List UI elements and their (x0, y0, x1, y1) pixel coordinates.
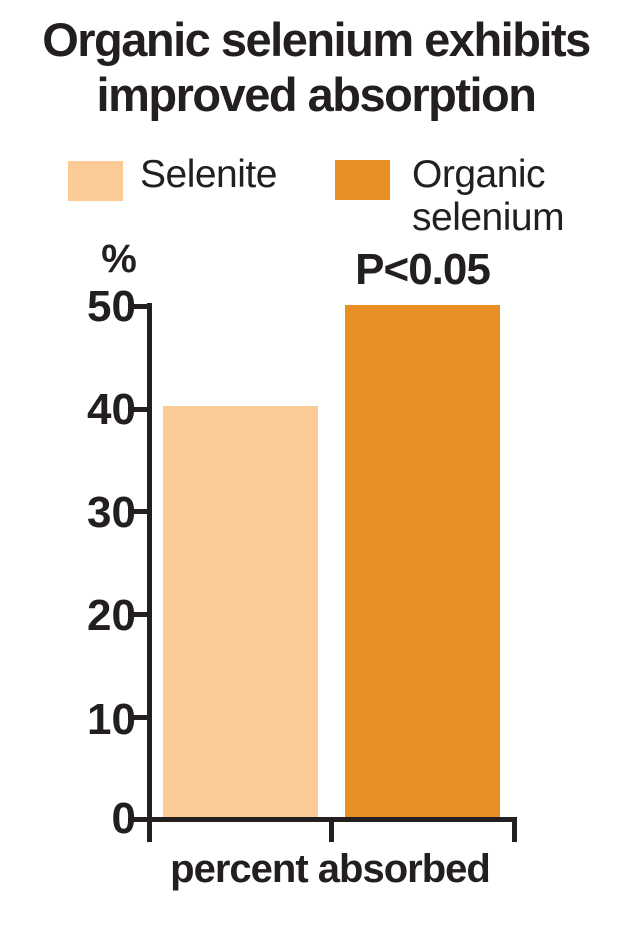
chart-title-line1: Organic selenium exhibits (42, 13, 591, 66)
legend-label-organic: Organic selenium (412, 153, 565, 239)
x-axis-baseline (128, 817, 517, 822)
bar-selenite (163, 406, 318, 819)
y-tick-mark-10 (128, 715, 152, 720)
y-tick-label-20: 20 (87, 591, 136, 640)
x-axis-label: percent absorbed (170, 847, 491, 891)
y-tick-mark-20 (128, 612, 152, 617)
legend-label-selenite: Selenite (140, 153, 277, 196)
y-tick-label-50: 50 (87, 282, 136, 331)
legend-swatch-selenite (68, 161, 123, 201)
y-tick-label-40: 40 (87, 385, 136, 434)
chart-title-line2: improved absorption (96, 68, 537, 121)
y-axis-unit-label: % (101, 237, 137, 281)
y-tick-mark-50 (128, 304, 152, 309)
y-axis-line (147, 303, 152, 842)
x-tick-mark-right (512, 817, 517, 842)
legend-swatch-organic (335, 160, 390, 200)
y-tick-label-30: 30 (87, 488, 136, 537)
p-value-annotation: P<0.05 (355, 245, 491, 294)
y-tick-label-0: 0 (111, 794, 136, 843)
chart-title: Organic selenium exhibits improved absor… (0, 12, 632, 122)
y-tick-mark-40 (128, 407, 152, 412)
x-tick-mark-middle (329, 817, 334, 842)
bar-organic (345, 305, 500, 819)
y-tick-mark-30 (128, 509, 152, 514)
y-tick-label-10: 10 (87, 695, 136, 744)
